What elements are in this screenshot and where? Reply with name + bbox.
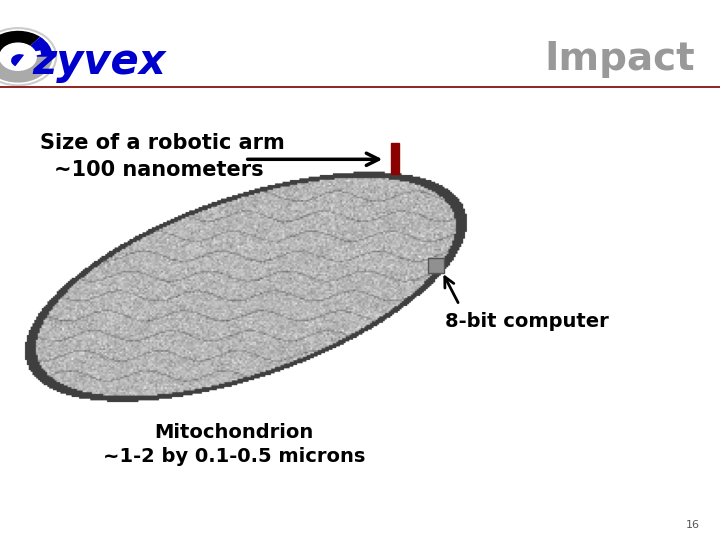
Wedge shape	[0, 31, 40, 65]
Text: Size of a robotic arm: Size of a robotic arm	[40, 133, 284, 153]
Text: zyvex: zyvex	[32, 41, 166, 83]
Text: 16: 16	[686, 520, 700, 530]
Wedge shape	[18, 37, 53, 57]
Circle shape	[0, 43, 37, 71]
Text: Impact: Impact	[544, 40, 695, 78]
Text: 8-bit computer: 8-bit computer	[445, 312, 608, 331]
Bar	[428, 258, 444, 273]
Bar	[391, 143, 399, 174]
Wedge shape	[0, 57, 53, 83]
Text: Mitochondrion: Mitochondrion	[154, 422, 314, 442]
Wedge shape	[11, 54, 24, 66]
Text: ~1-2 by 0.1-0.5 microns: ~1-2 by 0.1-0.5 microns	[103, 447, 365, 466]
Text: ~100 nanometers: ~100 nanometers	[54, 160, 264, 180]
